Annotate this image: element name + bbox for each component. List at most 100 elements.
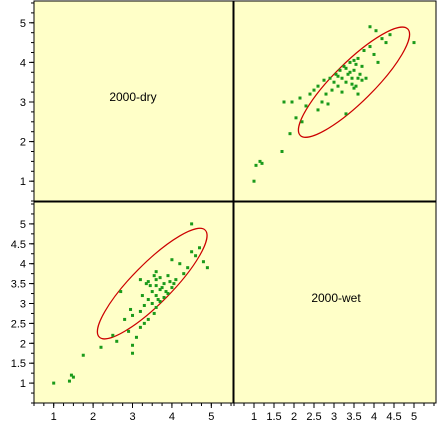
dry-vs-wet-point-23 [162,296,166,300]
wet-vs-dry-point-50 [354,62,358,66]
dry-x-axis-tick-label-1: 2 [90,411,96,423]
wet-vs-dry-point-37 [368,45,372,49]
wet-vs-dry-point-44 [344,112,348,116]
wet-vs-dry-point-7 [290,100,294,104]
wet-vs-dry-point-6 [282,100,286,104]
wet-x-axis-tick-label-0: 1 [251,411,257,423]
wet-y-axis-tick-label-5: 3.5 [11,279,26,291]
dry-vs-wet-point-3 [69,373,73,377]
wet-vs-dry-point-0 [252,179,256,183]
dry-vs-wet-point-36 [154,270,158,274]
dry-vs-wet-point-24 [154,294,158,298]
wet-vs-dry-point-16 [322,78,326,82]
dry-vs-wet-point-10 [111,333,115,337]
dry-y-axis-tick-label-2: 3 [20,97,26,109]
variable-label-dry: 2000-dry [109,90,156,104]
dry-x-axis-tick-label-4: 5 [208,411,214,423]
wet-x-axis-tick-label-5: 3.5 [346,411,361,423]
wet-vs-dry-point-34 [360,64,364,68]
wet-vs-dry-point-13 [312,88,316,92]
wet-vs-dry-point-26 [344,80,348,84]
wet-vs-dry-point-57 [356,76,360,80]
wet-vs-dry-point-25 [342,64,346,68]
wet-vs-dry-point-40 [380,37,384,41]
dry-y-axis-tick-label-3: 4 [20,57,26,69]
wet-vs-dry-point-56 [350,82,354,86]
wet-vs-dry-point-8 [294,116,298,120]
dry-vs-wet-point-52 [152,274,156,278]
dry-vs-wet-point-40 [194,254,198,258]
wet-vs-dry-point-23 [338,68,342,72]
dry-vs-wet-point-49 [160,286,164,290]
dry-vs-wet-point-46 [123,317,127,321]
dry-vs-wet-point-30 [162,282,166,286]
dry-vs-wet-point-59 [172,282,176,286]
dry-vs-wet-point-51 [140,294,144,298]
dry-vs-wet-point-14 [146,317,150,321]
wet-vs-dry-point-39 [376,60,380,64]
wet-x-axis-tick-label-6: 4 [371,411,377,423]
dry-vs-wet-point-9 [134,335,138,339]
dry-vs-wet-point-45 [138,278,142,282]
dry-vs-wet-point-50 [168,280,172,284]
wet-vs-dry-point-28 [348,60,352,64]
dry-vs-wet-point-43 [190,222,194,226]
wet-vs-dry-point-41 [384,41,388,45]
dry-y-axis-tick-label-4: 5 [20,18,26,30]
wet-vs-dry-point-20 [332,80,336,84]
wet-vs-dry-point-53 [336,74,340,78]
dry-vs-wet-point-15 [131,313,135,317]
dry-vs-wet-point-53 [156,298,160,302]
wet-vs-dry-point-24 [340,76,344,80]
wet-vs-dry-point-59 [352,58,356,62]
wet-y-axis-tick-label-1: 1.5 [11,358,26,370]
wet-vs-dry-point-42 [388,33,392,37]
wet-vs-dry-point-33 [358,72,362,76]
wet-x-axis-tick-label-3: 2.5 [306,411,321,423]
dry-vs-wet-point-11 [127,329,131,333]
wet-vs-dry-point-22 [336,84,340,88]
wet-vs-dry-point-52 [360,78,364,82]
dry-vs-wet-point-57 [154,278,158,282]
dry-vs-wet-point-31 [146,280,150,284]
wet-vs-dry-point-10 [300,120,304,124]
wet-vs-dry-point-36 [364,76,368,80]
dry-vs-wet-point-55 [201,260,205,264]
dry-vs-wet-point-2 [71,375,75,379]
wet-x-axis-tick-label-8: 5 [411,411,417,423]
wet-vs-dry-point-46 [316,108,320,112]
dry-vs-wet-point-34 [166,274,170,278]
dry-x-axis-tick-label-3: 4 [169,411,175,423]
panel-bottom-left [33,201,234,404]
dry-vs-wet-point-56 [148,284,152,288]
dry-vs-wet-point-13 [142,321,146,325]
wet-vs-dry-point-30 [352,68,356,72]
dry-x-axis-tick-label-2: 3 [129,411,135,423]
dry-vs-wet-point-16 [152,311,156,315]
scatter-dry-vs-wet [52,222,209,385]
dry-vs-wet-point-39 [170,258,174,262]
dry-vs-wet-point-12 [138,325,142,329]
dry-vs-wet-point-4 [81,353,85,357]
wet-vs-dry-point-35 [362,49,366,53]
wet-vs-dry-point-38 [372,52,376,56]
wet-vs-dry-point-19 [330,88,334,92]
wet-vs-dry-point-18 [328,76,332,80]
dry-vs-wet-point-8 [115,339,119,343]
dry-vs-wet-point-37 [186,266,190,270]
wet-vs-dry-point-51 [340,90,344,94]
dry-vs-wet-point-17 [138,309,142,313]
wet-vs-dry-point-54 [326,102,330,106]
wet-y-axis-tick-label-6: 4 [20,259,26,271]
dry-vs-wet-point-33 [158,276,162,280]
wet-vs-dry-point-12 [308,92,312,96]
wet-y-axis-tick-label-0: 1 [20,378,26,390]
dry-vs-wet-point-1 [67,379,71,383]
dry-vs-wet-point-32 [174,278,178,282]
wet-x-axis-tick-label-2: 2 [291,411,297,423]
wet-vs-dry-point-9 [298,96,302,100]
dry-vs-wet-point-7 [131,343,135,347]
wet-vs-dry-point-21 [334,72,338,76]
wet-vs-dry-confidence-ellipse [297,26,411,138]
